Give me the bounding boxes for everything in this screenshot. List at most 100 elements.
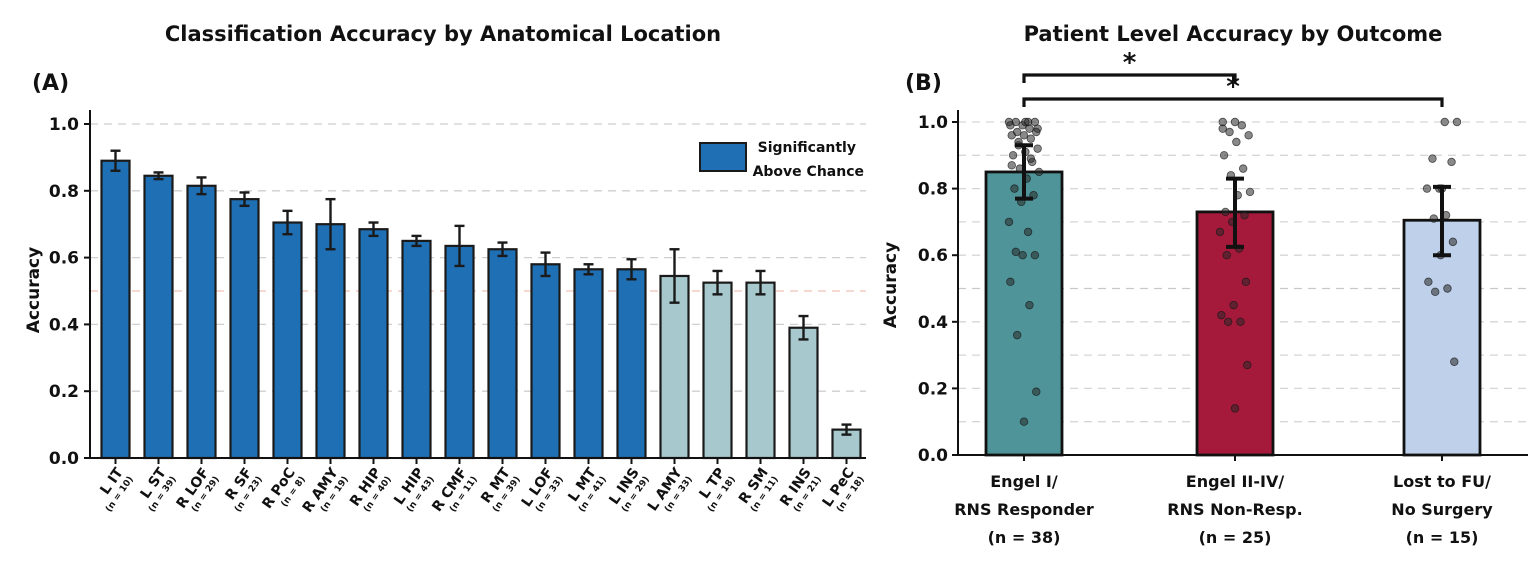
patient-point [1011, 247, 1021, 257]
bar [530, 263, 561, 460]
patient-point [1222, 250, 1232, 260]
bar [143, 174, 174, 460]
x-tick-label: L AMY(n = 33) [645, 464, 695, 514]
panel-a-y-ticks: 0.0 0.2 0.4 0.6 0.8 1.0 [49, 115, 90, 469]
bar [788, 326, 819, 460]
x-tick-label: L ST(n = 39) [137, 465, 178, 514]
y-tick-label: 0.6 [918, 246, 948, 266]
y-tick-label: 0.2 [918, 379, 948, 399]
significance-bracket [1022, 97, 1444, 107]
patient-point [1429, 214, 1439, 223]
bar [487, 248, 518, 460]
patient-point [1237, 121, 1247, 130]
patient-point [1032, 387, 1041, 396]
patient-point [1243, 360, 1252, 370]
patient-point [1221, 207, 1230, 217]
panel-b-significance-brackets: ** [1022, 48, 1444, 107]
x-tick-label-line: (n = 15) [1406, 528, 1479, 547]
bar [358, 228, 389, 460]
panel-a: Classification Accuracy by Anatomical Lo… [24, 22, 867, 516]
panel-a-bars [100, 159, 862, 460]
y-tick-label: 0.8 [918, 180, 948, 200]
patient-point [1007, 131, 1016, 140]
legend-label-line-1: Significantly [758, 140, 856, 156]
patient-point [1241, 277, 1251, 287]
bar [573, 268, 604, 460]
y-tick-label: 0.4 [918, 313, 948, 333]
x-tick-label-line: RNS Non-Resp. [1167, 500, 1302, 519]
x-tick-label-line: No Surgery [1391, 500, 1493, 519]
bar [186, 184, 217, 460]
patient-point [1219, 151, 1229, 160]
x-tick-label: R PoC(n = 8) [259, 465, 307, 512]
x-tick-label: L IT(n = 10) [97, 465, 135, 514]
y-tick-label: 1.0 [49, 115, 79, 135]
patient-point [1448, 237, 1458, 247]
patient-point [1230, 117, 1240, 127]
significance-star: * [1226, 72, 1240, 102]
patient-point [1232, 137, 1241, 147]
patient-point [1244, 131, 1253, 140]
panel-a-x-ticks: L IT(n = 10) L ST(n = 39)R LOF(n = 29) R S… [97, 458, 867, 516]
panel-b-title: Patient Level Accuracy by Outcome [1024, 22, 1443, 46]
y-tick-label: 0.0 [49, 449, 79, 469]
bar [444, 244, 475, 460]
legend-label-line-2: Above Chance [753, 164, 864, 180]
y-tick-label: 0.8 [49, 182, 79, 202]
patient-point [1021, 117, 1030, 127]
patient-point [1008, 151, 1018, 160]
patient-point [1443, 284, 1452, 293]
bar [401, 239, 432, 460]
patient-point [1010, 184, 1019, 193]
bar [659, 274, 690, 460]
patient-point [1007, 161, 1016, 170]
y-tick-label: 1.0 [918, 113, 948, 133]
panel-b-x-ticks: Engel I/RNS Responder (n = 38) Engel II-IV… [954, 455, 1493, 547]
bar [984, 170, 1064, 457]
patient-point [1236, 317, 1245, 326]
patient-point [1245, 187, 1255, 197]
bar [272, 221, 303, 460]
panel-b: Patient Level Accuracy by Outcome (B) Ac… [881, 22, 1528, 547]
significance-bracket [1022, 73, 1237, 83]
patient-point [1006, 277, 1015, 287]
x-tick-label-line: (n = 25) [1199, 528, 1272, 547]
patient-point [1215, 227, 1225, 237]
y-tick-label: 0.6 [49, 249, 79, 269]
x-tick-label: L TP(n = 18) [696, 465, 737, 514]
panel-a-error-bars [110, 149, 852, 436]
panel-a-legend: Significantly Above Chance [699, 140, 864, 180]
patient-point [1424, 277, 1433, 287]
x-tick-label-line: Engel I/ [990, 472, 1058, 491]
legend-swatch-significant [699, 142, 747, 172]
x-tick-label: L INS(n = 29) [606, 465, 652, 514]
panel-b-bars [984, 170, 1482, 457]
x-tick-label: R SF(n = 23) [222, 465, 264, 514]
patient-point [1026, 134, 1036, 143]
patient-point [1026, 154, 1036, 163]
patient-point [1225, 127, 1234, 137]
panel-a-label: (A) [32, 71, 69, 96]
panel-b-error-bars [1015, 143, 1451, 258]
bar [702, 281, 733, 460]
patient-point [1440, 117, 1449, 127]
x-tick-label: R SM(n = 11) [736, 465, 781, 514]
patient-point [1033, 124, 1042, 133]
x-tick-label: R MT(n = 39) [478, 465, 523, 514]
panel-b-y-axis-label: Accuracy [881, 242, 901, 328]
x-tick-label-line: Engel II-IV/ [1186, 472, 1285, 491]
bar [315, 223, 346, 460]
patient-point [1033, 144, 1042, 153]
panel-a-gridlines [90, 123, 866, 392]
x-tick-label-line: RNS Responder [954, 500, 1094, 519]
patient-point [1428, 154, 1437, 163]
patient-point [1018, 250, 1027, 260]
patient-point [1025, 124, 1034, 133]
patient-point [1229, 300, 1238, 310]
patient-point [1422, 184, 1432, 193]
patient-point [1025, 300, 1034, 310]
patient-point [1452, 117, 1462, 127]
patient-point [1012, 330, 1022, 340]
panel-a-y-axis-label: Accuracy [24, 247, 44, 333]
